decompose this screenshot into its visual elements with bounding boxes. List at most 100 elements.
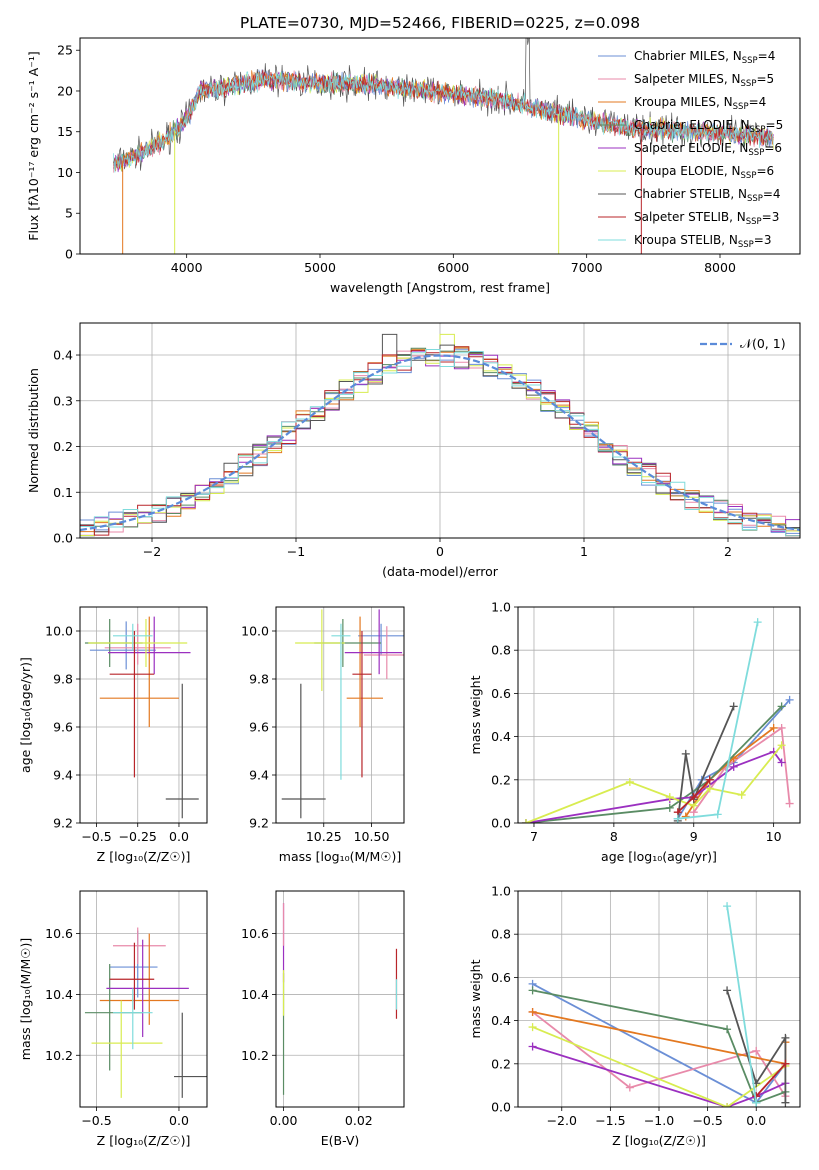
legend-label: Salpeter STELIB, NSSP=3 [634, 210, 779, 227]
x-tick-label: 0.00 [270, 1113, 298, 1128]
histogram-legend: 𝒩(0, 1) [700, 336, 786, 351]
weight-marker [737, 790, 746, 799]
x-tick-label: 10.50 [354, 829, 390, 844]
axes-frame [79, 322, 801, 539]
y-tick-label: 0.0 [53, 531, 73, 546]
legend-label-count: =6 [756, 164, 774, 178]
weight-marker [528, 986, 537, 995]
weight-line-salpeter-elodie [525, 750, 783, 823]
y-axis-label: mass weight [468, 959, 483, 1038]
y-tick-label: 0.8 [491, 643, 511, 658]
y-tick-label: 25 [57, 43, 73, 58]
spectrum-line-kroupa-stelib [112, 71, 774, 173]
y-axis-label: Normed distribution [26, 368, 41, 493]
weight-marker [729, 762, 738, 771]
weight-marker [777, 758, 786, 767]
y-tick-label: 0.2 [491, 772, 511, 787]
y-tick-label: 9.8 [249, 672, 269, 687]
legend-label-count: =4 [763, 187, 781, 201]
weight-line-salpeter-miles [693, 726, 791, 813]
legend-label: Salpeter MILES, NSSP=5 [634, 72, 774, 89]
axes-frame [79, 37, 801, 255]
y-tick-label: 9.8 [53, 672, 73, 687]
plot-panel-0: 4000 5000 6000 7000 8000 0 5 10 15 20 25 wavelength… [26, 37, 801, 295]
weight-marker [625, 777, 634, 786]
y-tick-label: 0 [65, 247, 73, 262]
weight-marker [752, 1098, 761, 1107]
y-tick-label: 9.2 [249, 816, 269, 831]
legend-label-count: =3 [762, 210, 780, 224]
legend-label-sub: SSP [747, 194, 763, 204]
legend-label-sub: SSP [746, 217, 762, 227]
legend-label-sub: SSP [748, 148, 764, 158]
x-tick-label: 10.25 [306, 829, 342, 844]
legend-label-sub: SSP [750, 125, 766, 135]
weight-marker [729, 702, 738, 711]
weight-marker [521, 819, 530, 823]
weight-marker [752, 1046, 761, 1055]
weight-marker [723, 986, 732, 995]
axes-frame [79, 606, 208, 824]
plot-area [521, 618, 794, 823]
y-tick-label: 10 [57, 165, 73, 180]
y-tick-label: 9.4 [249, 768, 269, 783]
legend-label: Salpeter ELODIE, NSSP=6 [634, 141, 782, 158]
y-tick-label: 15 [57, 124, 73, 139]
y-tick-label: 1.0 [491, 600, 511, 615]
y-tick-label: 0.3 [53, 393, 73, 408]
weight-marker [681, 812, 690, 821]
x-tick-label: −0.25 [119, 829, 157, 844]
x-axis-label: Z [log₁₀(Z/Z☉)] [97, 1133, 191, 1148]
weight-marker [785, 799, 794, 808]
x-tick-label: −0.5 [81, 1113, 111, 1128]
weight-marker [753, 618, 762, 627]
y-tick-label: 10.2 [45, 1048, 73, 1063]
weight-marker [528, 1023, 537, 1032]
weight-marker [777, 741, 786, 750]
y-tick-label: 0.8 [491, 927, 511, 942]
weight-marker [777, 702, 786, 711]
x-tick-label: −1.5 [595, 1113, 625, 1128]
plot-area [84, 616, 199, 819]
x-axis-label: Z [log₁₀(Z/Z☉)] [97, 849, 191, 864]
x-tick-label: 7 [530, 829, 538, 844]
weight-marker [769, 723, 778, 732]
legend-label-name: Kroupa MILES, N [634, 95, 733, 109]
legend-label: Chabrier STELIB, NSSP=4 [634, 187, 781, 204]
y-tick-label: 9.6 [53, 720, 73, 735]
x-tick-label: −2.0 [547, 1113, 577, 1128]
legend-label: 𝒩(0, 1) [740, 336, 786, 351]
y-tick-label: 9.2 [53, 816, 73, 831]
weight-line-kroupa-elodie [532, 1026, 786, 1107]
x-tick-label: 8 [610, 829, 618, 844]
x-tick-label: 2 [724, 544, 732, 559]
x-tick-label: 7000 [571, 260, 603, 275]
weight-line-salpeter-elodie [532, 1045, 786, 1107]
weight-marker [705, 775, 714, 784]
x-tick-label: 1 [580, 544, 588, 559]
legend-label-name: Kroupa STELIB, N [634, 233, 738, 247]
x-axis-label: age [log₁₀(age/yr)] [601, 849, 717, 864]
x-tick-label: 0.0 [169, 1113, 189, 1128]
y-tick-label: 0.0 [491, 1100, 511, 1115]
x-tick-label: 10 [766, 829, 782, 844]
y-tick-label: 9.6 [249, 720, 269, 735]
legend-label-name: Chabrier STELIB, N [634, 187, 747, 201]
x-axis-label: wavelength [Angstrom, rest frame] [330, 280, 550, 295]
legend-label-count: =4 [749, 95, 767, 109]
x-tick-label: 9 [690, 829, 698, 844]
y-axis-label: Flux [fλ10⁻¹⁷ erg cm⁻² s⁻¹ A⁻¹] [26, 51, 41, 240]
y-axis-label: mass weight [468, 675, 483, 754]
x-axis-label: (data-model)/error [382, 564, 499, 579]
x-tick-label: 0.0 [746, 1113, 766, 1128]
y-tick-label: 10.4 [45, 987, 73, 1002]
y-axis-label: age [log₁₀(age/yr)] [18, 657, 33, 773]
legend-label-count: =6 [764, 141, 782, 155]
plot-panel-6: 0.00 0.02 10.2 10.4 10.6 E(B-V) [241, 890, 405, 1148]
weight-line-kroupa-elodie [525, 744, 783, 823]
weight-marker [723, 1103, 732, 1107]
plot-panel-5: −0.5 0.0 10.2 10.4 10.6 Z [log₁₀(Z/Z☉)] mass [… [18, 890, 208, 1148]
legend-label-name: Salpeter ELODIE, N [634, 141, 748, 155]
weight-line-chabrier-stelib [726, 990, 787, 1103]
